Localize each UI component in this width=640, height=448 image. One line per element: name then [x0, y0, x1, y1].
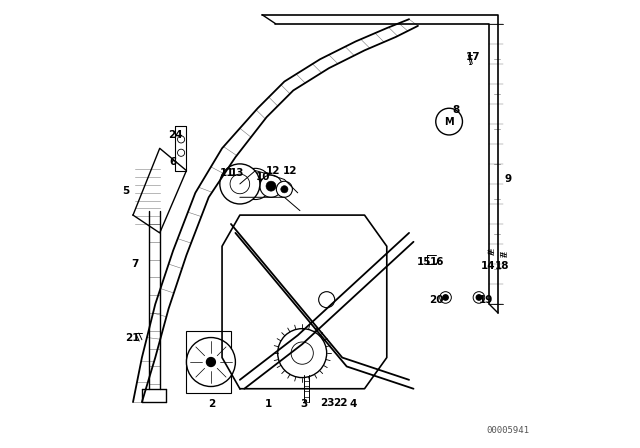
Text: 19: 19: [479, 295, 493, 305]
Text: 3: 3: [301, 399, 308, 409]
Text: 22: 22: [333, 398, 348, 408]
Text: 6: 6: [170, 157, 177, 167]
Text: 5: 5: [122, 185, 129, 196]
Circle shape: [278, 329, 326, 378]
Text: 11: 11: [220, 168, 234, 178]
Text: 7: 7: [132, 259, 139, 269]
Circle shape: [276, 181, 292, 197]
Text: 1: 1: [265, 399, 273, 409]
Text: 12: 12: [266, 166, 280, 176]
Text: 10: 10: [256, 172, 270, 182]
Circle shape: [436, 108, 463, 135]
Circle shape: [291, 342, 314, 364]
Circle shape: [248, 177, 262, 191]
Text: 9: 9: [504, 174, 511, 185]
Text: 15: 15: [417, 257, 431, 267]
Text: 8: 8: [452, 105, 460, 116]
Text: 21: 21: [125, 332, 140, 343]
Text: 23: 23: [320, 398, 335, 408]
Text: 17: 17: [465, 52, 480, 62]
Circle shape: [186, 337, 236, 387]
Text: 14: 14: [481, 261, 495, 271]
Circle shape: [281, 185, 288, 193]
Text: 16: 16: [429, 257, 444, 267]
Text: 20: 20: [429, 295, 444, 305]
Circle shape: [443, 295, 448, 300]
Circle shape: [240, 168, 271, 199]
Circle shape: [266, 181, 276, 191]
Circle shape: [207, 358, 216, 366]
Circle shape: [476, 295, 482, 300]
Circle shape: [230, 174, 250, 194]
Circle shape: [473, 292, 484, 303]
Circle shape: [260, 175, 282, 197]
Text: 13: 13: [230, 168, 244, 178]
Text: 2: 2: [208, 399, 216, 409]
Text: 4: 4: [349, 399, 356, 409]
Text: 12: 12: [282, 166, 297, 176]
Text: M: M: [444, 116, 454, 127]
Text: 00005941: 00005941: [486, 426, 529, 435]
Bar: [186, 331, 231, 393]
Circle shape: [220, 164, 260, 204]
Text: 24: 24: [168, 130, 182, 140]
Text: 18: 18: [495, 261, 510, 271]
Circle shape: [440, 292, 451, 303]
